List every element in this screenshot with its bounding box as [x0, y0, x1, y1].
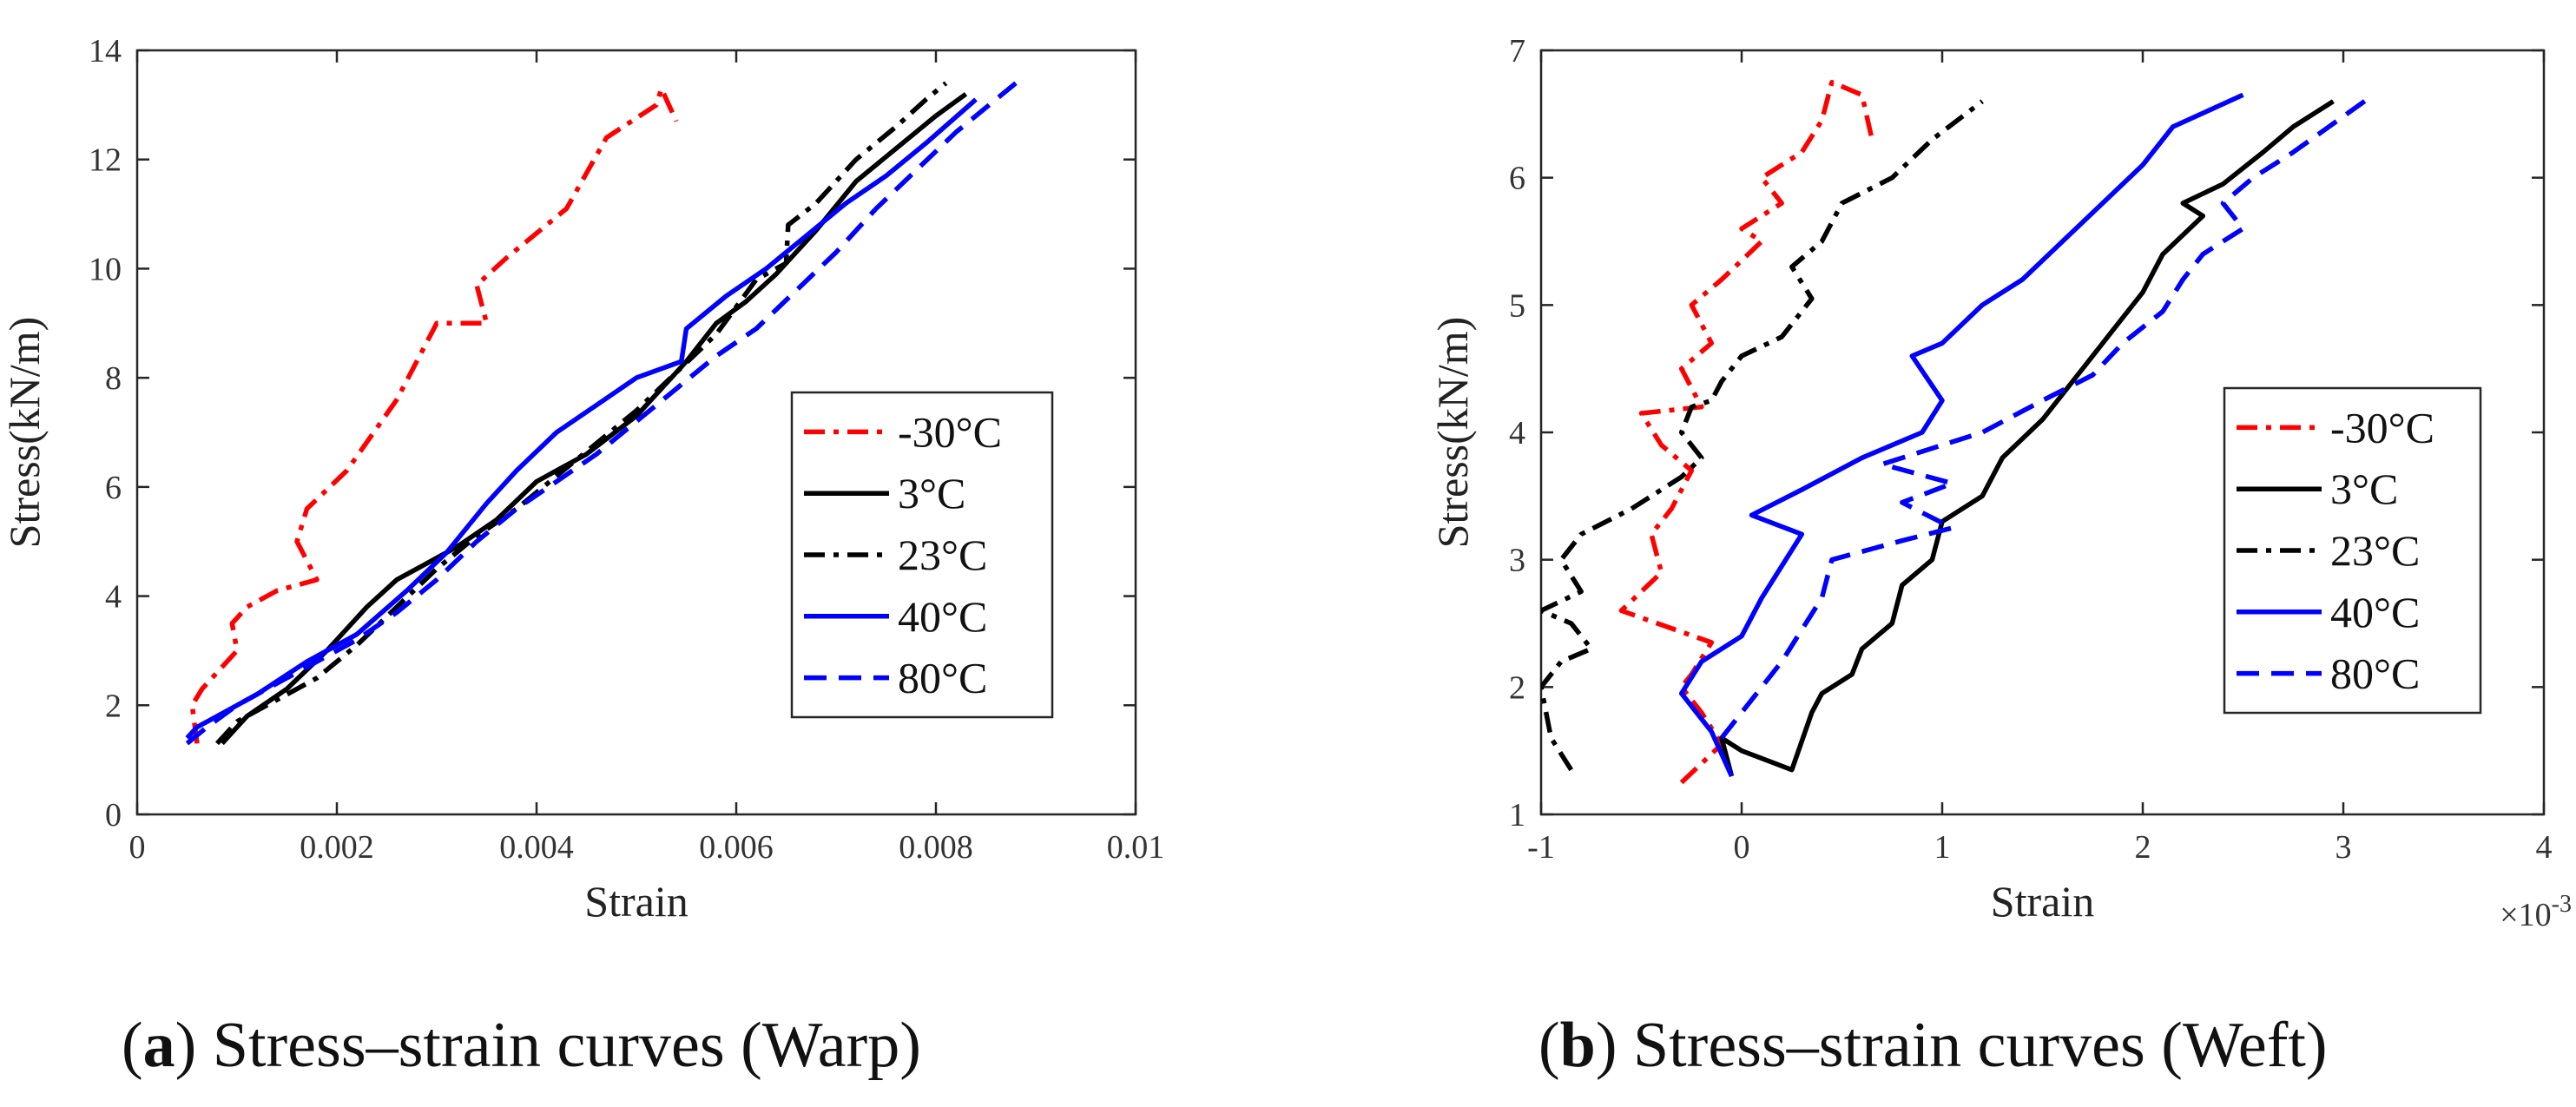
- legend: -30°C 3°C 23°C 40°C 80°C: [2223, 386, 2482, 715]
- y-tick-label: 2: [1509, 669, 1525, 706]
- y-tick-label: 3: [1509, 543, 1525, 579]
- chart-warp: 0 0.002 0.004 0.006 0.008 0.01 0 2 4 6 8 10 12 14 Stra…: [0, 33, 1164, 1081]
- caption-letter: b: [1560, 1010, 1596, 1081]
- series-line-3: [1678, 92, 2244, 778]
- legend-entry: 23°C: [2330, 526, 2420, 575]
- x-axis-label: Strain: [584, 877, 688, 926]
- x-tick-label: 1: [1934, 829, 1951, 866]
- plot-frame: [135, 49, 1137, 816]
- series-line-4: [185, 81, 1018, 746]
- legend-entry: 80°C: [898, 654, 987, 702]
- y-tick-label: 1: [1509, 797, 1525, 834]
- x-tick-label: -1: [1527, 829, 1555, 866]
- caption-text: Stress–strain curves (Weft): [1633, 1010, 2328, 1081]
- legend-entry: 40°C: [898, 592, 987, 641]
- chart-weft: -1 0 1 2 3 4 1 2 3 4 5 6 7 Strain Stress(kN/m) ×10-3 -30…: [1428, 33, 2572, 1081]
- legend-entry: 23°C: [898, 530, 987, 579]
- y-tick-label: 2: [105, 688, 122, 724]
- x-tick-label: 3: [2336, 829, 2352, 866]
- legend-entry: 80°C: [2330, 649, 2420, 698]
- series-line-0: [189, 86, 679, 744]
- caption-letter: a: [143, 1010, 175, 1081]
- y-tick-label: 12: [89, 142, 122, 179]
- series-line-0: [1618, 79, 1874, 785]
- y-tick-label: 10: [89, 251, 122, 287]
- y-tick-label: 5: [1509, 287, 1525, 324]
- series-line-2: [214, 81, 948, 746]
- y-tick-label: 7: [1509, 33, 1525, 69]
- x-tick-label: 0: [129, 829, 146, 866]
- x-tick-label: 0.008: [899, 829, 973, 866]
- y-tick-label: 6: [105, 470, 122, 506]
- y-axis-label: Stress(kN/m): [1428, 317, 1477, 549]
- legend-entry: 3°C: [2330, 465, 2398, 513]
- x-tick-label: 0.002: [300, 829, 374, 866]
- x-axis-label: Strain: [1991, 877, 2094, 926]
- x-tick-label: 0.006: [699, 829, 774, 866]
- figure-caption: (a) Stress–strain curves (Warp): [122, 1010, 921, 1081]
- x-tick-label: 2: [2135, 829, 2151, 866]
- y-tick-label: 4: [105, 579, 122, 616]
- y-tick-label: 8: [105, 360, 122, 397]
- caption-text: Stress–strain curves (Warp): [213, 1010, 921, 1081]
- series-line-1: [1719, 99, 2335, 777]
- x-tick-label: 0.004: [499, 829, 574, 866]
- legend-entry: 3°C: [898, 469, 965, 517]
- y-tick-label: 0: [105, 797, 122, 834]
- x-tick-label: 4: [2536, 829, 2553, 866]
- figure-caption: (b) Stress–strain curves (Weft): [1538, 1010, 2328, 1081]
- y-tick-label: 6: [1509, 161, 1525, 197]
- legend-entry: 40°C: [2330, 588, 2420, 636]
- legend-entry: -30°C: [898, 407, 1002, 456]
- legend-entry: -30°C: [2330, 403, 2434, 451]
- y-tick-label: 4: [1509, 415, 1525, 451]
- series-line-4: [1719, 93, 2375, 740]
- x-tick-label: 0.01: [1107, 829, 1165, 866]
- y-axis-label: Stress(kN/m): [0, 317, 49, 549]
- y-tick-label: 14: [89, 33, 122, 69]
- x-tick-label: 0: [1734, 829, 1750, 866]
- series-line-2: [1541, 99, 1984, 772]
- legend: -30°C 3°C 23°C 40°C 80°C: [790, 391, 1054, 719]
- x-axis-exponent: ×10-3: [2500, 891, 2572, 933]
